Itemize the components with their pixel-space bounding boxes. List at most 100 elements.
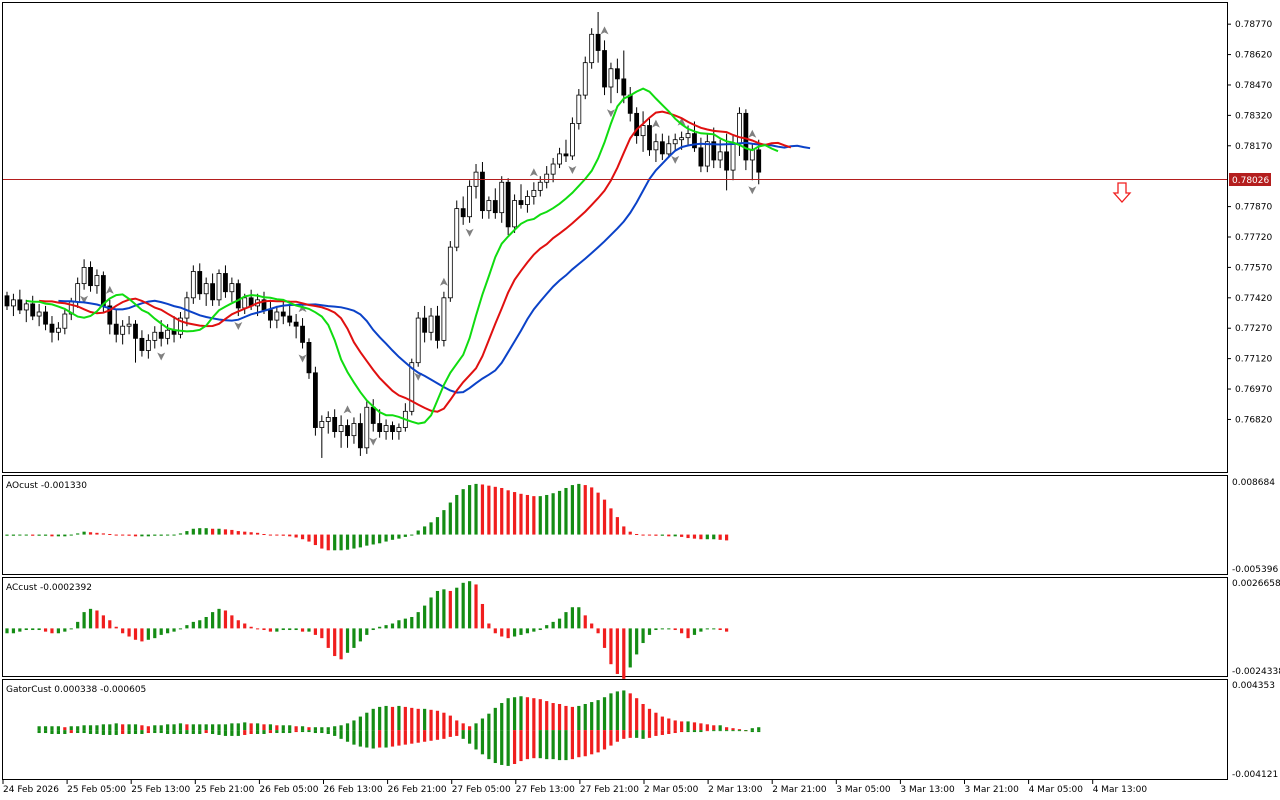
gator-down-bar <box>268 730 273 734</box>
candle-body <box>4 295 10 307</box>
gator-down-bar <box>88 730 93 734</box>
gator-up-bar <box>166 724 170 731</box>
candle-body <box>672 139 678 145</box>
histogram-bar <box>326 628 330 648</box>
candle-body <box>505 181 511 228</box>
gator-down-bar <box>249 730 253 734</box>
histogram-bar <box>11 628 16 634</box>
histogram-bar <box>37 628 41 631</box>
histogram-bar <box>339 534 343 551</box>
gator-down-bar <box>705 730 709 732</box>
histogram-bar <box>371 534 375 545</box>
gator-up-bar <box>757 727 761 731</box>
histogram-bar <box>692 628 697 635</box>
candle-body <box>100 275 106 307</box>
gator-up-bar <box>660 716 664 731</box>
gator-down-bar <box>641 730 645 739</box>
candle-body <box>614 68 620 80</box>
histogram-bar <box>635 533 639 535</box>
histogram-bar <box>448 502 452 535</box>
main-pane[interactable] <box>2 2 1228 473</box>
candle-body <box>300 325 305 343</box>
gator-down-bar <box>326 730 330 734</box>
gator-up-bar <box>378 706 382 731</box>
candle-body <box>640 125 646 137</box>
gator-down-bar <box>204 730 208 734</box>
gator-up-bar <box>622 690 626 731</box>
histogram-bar <box>281 628 285 631</box>
histogram-bar <box>718 628 722 631</box>
candle-body <box>679 137 685 141</box>
gator-up-bar <box>390 706 395 731</box>
candle-body <box>216 273 222 301</box>
histogram-bar <box>50 534 54 537</box>
candle-body <box>717 151 723 161</box>
gator-up-bar <box>88 725 93 731</box>
gator-down-bar <box>288 730 292 734</box>
histogram-bar <box>345 628 350 653</box>
histogram-bar <box>358 534 362 548</box>
gator-down-bar <box>622 730 626 739</box>
candle-body <box>145 339 151 351</box>
gator-up-bar <box>307 727 311 731</box>
gator-up-bar <box>596 700 600 731</box>
gator-up-bar <box>345 723 350 731</box>
gator-down-bar <box>416 730 420 743</box>
histogram-bar <box>140 628 144 642</box>
candle-body <box>30 303 36 317</box>
candle-body <box>75 283 81 303</box>
gator-up-bar <box>198 724 202 731</box>
gator-down-bar <box>153 730 157 734</box>
candle-body <box>550 163 556 175</box>
ao-pane[interactable] <box>2 475 1228 575</box>
gator-up-bar <box>673 720 677 731</box>
gator-down-bar <box>236 730 240 736</box>
histogram-bar <box>615 628 619 674</box>
gator-down-bar <box>371 730 375 749</box>
candle-body <box>454 208 460 248</box>
gator-up-bar <box>268 724 273 731</box>
candle-body <box>11 299 16 307</box>
price-tick-label: 0.78320 <box>1235 111 1272 121</box>
candle-body <box>563 153 569 157</box>
gator-down-bar <box>69 730 73 734</box>
histogram-bar <box>294 628 298 631</box>
histogram-bar <box>352 628 356 648</box>
current-price-tag <box>1229 173 1271 186</box>
candle-body <box>589 33 595 64</box>
histogram-bar <box>307 534 311 542</box>
histogram-bar <box>570 607 574 629</box>
gator-up-bar <box>140 725 144 731</box>
histogram-bar <box>622 628 626 679</box>
gator-down-bar <box>538 730 542 759</box>
candle-body <box>158 331 164 339</box>
histogram-bar <box>243 623 247 629</box>
histogram-bar <box>468 485 472 535</box>
fractal-up-icon <box>105 285 114 294</box>
time-tick-label: 25 Feb 05:00 <box>67 785 126 795</box>
histogram-bar <box>50 628 54 634</box>
candle-body <box>152 331 158 341</box>
gator-up-bar <box>564 705 568 731</box>
gator-up-bar <box>172 724 176 731</box>
histogram-bar <box>545 494 549 535</box>
ao-max-label: 0.008684 <box>1232 478 1275 488</box>
histogram-bar <box>95 610 99 629</box>
candle-body <box>486 200 492 212</box>
histogram-bar <box>63 628 67 632</box>
histogram-bar <box>423 605 427 629</box>
histogram-bar <box>609 628 613 665</box>
gator-down-bar <box>545 730 549 760</box>
gator-up-bar <box>416 708 420 731</box>
gator-up-bar <box>333 726 337 731</box>
gator-down-bar <box>56 730 60 734</box>
histogram-bar <box>705 534 709 540</box>
histogram-bar <box>121 534 125 536</box>
histogram-bar <box>191 528 195 535</box>
histogram-bar <box>249 626 253 629</box>
histogram-bar <box>31 534 35 536</box>
histogram-bar <box>69 534 73 536</box>
gator-down-bar <box>345 730 350 742</box>
histogram-bar <box>493 486 497 535</box>
